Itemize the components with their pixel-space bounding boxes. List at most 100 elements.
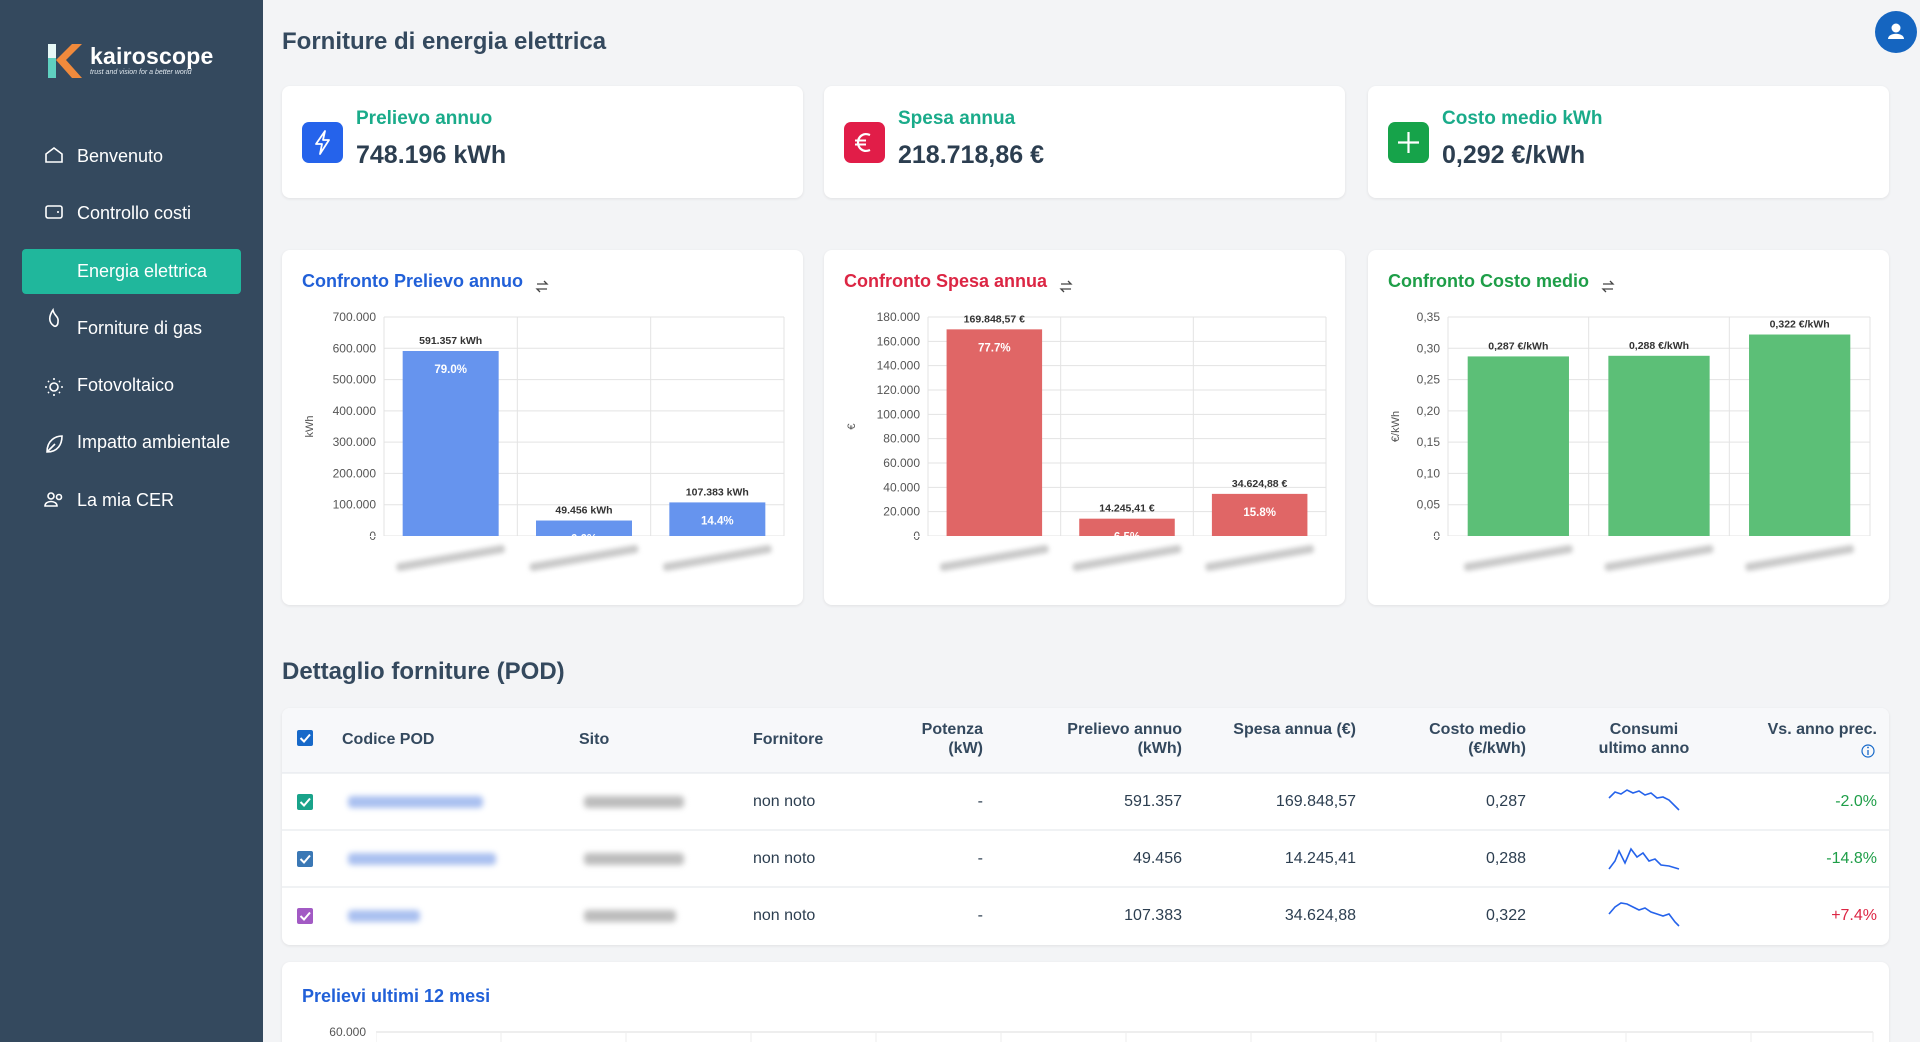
chart-title: Confronto Costo medio — [1388, 271, 1589, 291]
menu-item[interactable]: Impatto ambientale — [77, 432, 231, 452]
bar — [1608, 355, 1710, 536]
table-card: Codice POD Sito Fornitore Potenza (kW) Preli… — [282, 708, 1889, 945]
checkbox-tick — [299, 797, 311, 807]
sparkline — [1608, 902, 1680, 927]
brand: kairoscope — [90, 43, 214, 69]
y-tick-label: 700.000 — [333, 310, 377, 324]
menu-item[interactable]: Controllo costi — [77, 203, 192, 223]
value-label: 14.245,41 € — [1099, 503, 1155, 515]
checkbox — [297, 794, 313, 810]
pod-code-blurred — [348, 910, 420, 922]
menu-item[interactable]: Forniture di gas — [77, 318, 203, 338]
swap-icon — [1059, 280, 1073, 293]
table-cell: 591.357 — [1124, 793, 1182, 810]
table-cell: non noto — [753, 793, 816, 810]
site-blurred — [584, 853, 684, 865]
y-tick-label: 200.000 — [333, 466, 377, 480]
kpi-icon — [844, 122, 885, 163]
value-label: 49.456 kWh — [555, 505, 612, 517]
y-tick-label: 400.000 — [333, 404, 377, 418]
logo-mark — [48, 44, 82, 78]
y-tick-label: 180.000 — [877, 310, 921, 324]
category-label-blurred — [1463, 544, 1573, 572]
kpi-value: 218.718,86 € — [898, 141, 1044, 169]
delta-cell: -2.0% — [1835, 793, 1877, 810]
bar — [946, 329, 1043, 536]
y-axis-label: €/kWh — [1390, 411, 1402, 442]
category-label-blurred — [529, 544, 639, 572]
bar — [536, 520, 632, 536]
category-label-blurred — [1745, 544, 1855, 572]
table-cell: 34.624,88 — [1284, 907, 1356, 924]
y-tick-label: 0,10 — [1417, 466, 1441, 480]
menu-item[interactable]: Fotovoltaico — [77, 375, 175, 395]
share-label: 79.0% — [434, 364, 467, 376]
y-tick-label: 60.000 — [329, 1025, 366, 1039]
kpi-icon — [302, 122, 343, 163]
y-tick-label: 0,05 — [1417, 498, 1441, 512]
table-cell: non noto — [753, 907, 816, 924]
share-label: 77.7% — [978, 342, 1011, 354]
site-blurred — [584, 796, 684, 808]
bar — [1467, 356, 1569, 536]
column-header: Costo medio (€/kWh) — [1429, 721, 1526, 757]
y-tick-label: 600.000 — [333, 341, 377, 355]
checkbox — [297, 851, 313, 867]
menu-item[interactable]: Benvenuto — [77, 146, 164, 166]
share-label: 6.5% — [1114, 532, 1140, 544]
y-tick-label: 80.000 — [883, 432, 920, 446]
bar — [1079, 518, 1175, 536]
kpi-card: Spesa annua 218.718,86 € — [824, 86, 1345, 198]
monthly-chart-title: Prelievi ultimi 12 mesi — [302, 986, 491, 1006]
checkbox — [297, 908, 313, 924]
table-cell: 0,322 — [1485, 907, 1526, 924]
kpi-label: Costo medio kWh — [1442, 108, 1603, 129]
menu-item[interactable]: Energia elettrica — [22, 249, 241, 294]
info-icon — [1861, 744, 1875, 758]
y-tick-label: 100.000 — [333, 498, 377, 512]
column-header: Consumi ultimo anno — [1598, 721, 1690, 757]
table-lines — [282, 708, 1889, 927]
menu-item[interactable]: La mia CER — [77, 490, 175, 510]
column-header: Potenza (kW) — [921, 721, 983, 757]
y-tick-label: 140.000 — [877, 359, 921, 373]
y-tick-label: 160.000 — [877, 334, 921, 348]
kpi-card: Prelievo annuo 748.196 kWh — [282, 86, 803, 198]
y-tick-label: 20.000 — [883, 505, 920, 519]
user-avatar[interactable] — [1875, 11, 1917, 53]
table-cell: non noto — [753, 850, 816, 867]
bar — [669, 502, 766, 536]
value-label: 34.624,88 € — [1232, 478, 1288, 490]
sparkline — [1608, 789, 1680, 811]
bar — [1211, 493, 1308, 536]
y-axis-label: € — [846, 423, 858, 429]
table-cell: 14.245,41 — [1284, 850, 1356, 867]
checkbox-tick — [299, 911, 311, 921]
monthly-grid — [376, 1031, 1874, 1042]
checkbox — [297, 730, 313, 746]
value-label: 169.848,57 € — [964, 313, 1025, 325]
chart-title: Confronto Prelievo annuo — [302, 271, 523, 291]
table-cell: - — [977, 850, 983, 867]
y-tick-label: 100.000 — [877, 407, 921, 421]
swap-icon — [535, 280, 549, 293]
value-label: 0,288 €/kWh — [1629, 340, 1689, 352]
y-tick-label: 0,20 — [1417, 404, 1441, 418]
chart-title: Confronto Spesa annua — [844, 271, 1048, 291]
column-header: Codice POD — [342, 731, 435, 748]
header-bg — [282, 708, 1889, 773]
kpi-icon — [1388, 122, 1429, 163]
pod-code-blurred — [348, 853, 496, 865]
checkbox-tick — [299, 733, 311, 743]
bar — [402, 350, 499, 536]
info-icon-dot — [1867, 746, 1869, 749]
section-title: Dettaglio forniture (POD) — [282, 658, 565, 685]
share-label: 14.4% — [701, 515, 734, 527]
chart-card: Confronto Costo medio€/kWh00,050,100,150… — [1368, 250, 1889, 605]
axis-mask — [282, 536, 803, 537]
y-tick-label: 500.000 — [333, 373, 377, 387]
y-tick-label: 0,30 — [1417, 341, 1441, 355]
bar — [1749, 334, 1851, 536]
table-cell: 0,287 — [1485, 793, 1526, 810]
tagline: trust and vision for a better world — [90, 69, 192, 76]
